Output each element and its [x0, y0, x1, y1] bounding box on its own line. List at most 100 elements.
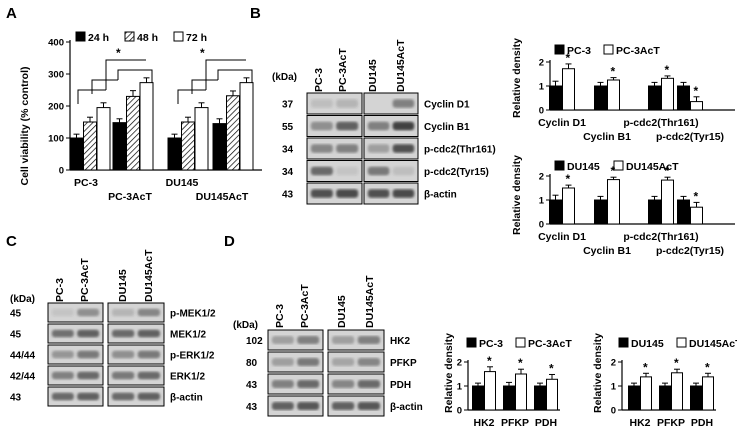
- chart-b-bottom-legend-2: DU145AcT: [626, 161, 679, 173]
- blot-band-blotB-3-0: [310, 166, 333, 176]
- mw-blotC-2: 44/44: [10, 351, 35, 362]
- D-right-ytick-label-1: 1: [611, 382, 617, 393]
- blot-strip-blotC-2-0: [47, 344, 104, 365]
- legend-swatch-24h: [75, 31, 86, 42]
- chart-b-top: Relative density PC-3 PC-3AcT 0 1 2 * * * * Cy…: [511, 38, 735, 143]
- B-bottom-bar-1-0: [562, 187, 575, 225]
- mw-blotC-4: 43: [10, 393, 22, 404]
- blot-strip-blotB-1-0: [306, 115, 363, 137]
- chart-a: Cell viability (% control) 24 h 48 h 72 …: [19, 31, 262, 203]
- chart-b-top-legend-2: PC-3AcT: [616, 45, 660, 57]
- blot-band-blotD-1-2: [331, 358, 355, 366]
- chart-b-top-legend-swatch-2: [603, 44, 614, 55]
- blot-d-lane-du145: DU145: [336, 295, 348, 328]
- blot-band-blotB-4-2: [367, 189, 390, 198]
- chart-d-right-ylabel: Relative density: [592, 333, 604, 413]
- D-left-bar-1-2: [546, 378, 558, 411]
- mw-blotD-0: 102: [246, 336, 263, 347]
- panel-label-b: B: [250, 5, 261, 22]
- D-right-ytick-label-2: 2: [611, 358, 616, 369]
- mw-blotD-3: 43: [246, 402, 258, 413]
- chart-b-bottom-legend-1: DU145: [567, 161, 600, 173]
- blot-d-lane-du145act: DU145AcT: [364, 275, 376, 328]
- blot-band-blotB-1-2: [367, 121, 390, 131]
- mw-blotC-0: 45: [10, 309, 22, 320]
- D-left-bar-0-2: [534, 385, 546, 411]
- blot-strip-blotB-3-1: [363, 160, 419, 182]
- blot-d: PC-3 PC-3AcT DU145 DU145AcT (kDa) 102 HK2…: [233, 275, 423, 417]
- chart-d-left-legend-swatch-2: [515, 337, 526, 348]
- D-right-star-0: *: [643, 360, 648, 374]
- blot-strip-blotC-0-0: [47, 302, 104, 323]
- A-bar-1-0: [83, 121, 97, 171]
- D-left-ytick-label-1: 1: [457, 382, 463, 393]
- chart-d-left-ylabel: Relative density: [443, 333, 455, 413]
- chart-a-category-pc3act: PC-3AcT: [108, 191, 152, 203]
- blot-c-kda: (kDa): [10, 294, 35, 305]
- chart-b-bottom-legend-swatch-1: [554, 160, 565, 171]
- B-top-ytick-label-2: 2: [539, 58, 544, 69]
- blot-band-blotC-0-1: [77, 308, 100, 317]
- chart-d-right-cat-pdh: PDH: [691, 417, 713, 429]
- blot-strip-blotD-0-1: [327, 329, 385, 351]
- chart-d-right-legend-swatch-1: [618, 337, 629, 348]
- chart-d-right-legend-2: DU145AcT: [689, 338, 737, 350]
- chart-d-left-cat-hk2: HK2: [473, 417, 494, 429]
- chart-b-top-cat-cyclin-d1: Cyclin D1: [538, 117, 586, 129]
- chart-a-legend: 24 h 48 h 72 h: [75, 31, 207, 44]
- B-top-bar-1-0: [562, 68, 575, 111]
- panel-label-a: A: [6, 5, 17, 22]
- blot-band-blotC-1-3: [137, 329, 161, 338]
- panel-label-d: D: [224, 233, 235, 250]
- A-bar-1-3: [226, 95, 240, 171]
- legend-swatch-48h: [124, 31, 135, 42]
- blot-band-blotC-3-3: [137, 371, 161, 380]
- B-bottom-ytick-label-0: 0: [539, 220, 544, 231]
- A-bar-2-2: [194, 107, 209, 171]
- blot-band-blotB-2-2: [367, 144, 390, 153]
- B-bottom-star-0: *: [566, 172, 571, 186]
- blot-strip-blotD-3-1: [327, 395, 385, 417]
- blot-band-blotB-1-1: [336, 121, 359, 131]
- B-top-ytick-label-1: 1: [539, 82, 545, 93]
- blot-band-blotC-4-1: [77, 392, 100, 401]
- blot-strip-blotB-4-1: [363, 182, 419, 205]
- blot-band-blotC-3-0: [51, 371, 74, 380]
- D-left-star-1: *: [518, 356, 523, 370]
- A-bar-0-3: [212, 123, 227, 171]
- mw-blotB-4: 43: [282, 190, 294, 201]
- blot-band-blotB-4-3: [392, 189, 415, 198]
- legend-swatch-72h: [173, 31, 184, 42]
- blot-band-blotB-4-0: [310, 189, 333, 198]
- blot-band-blotC-2-0: [51, 350, 74, 359]
- legend-label-72h: 72 h: [186, 32, 207, 44]
- chart-d-right-legend-1: DU145: [631, 338, 664, 350]
- blot-band-blotC-3-1: [77, 371, 100, 380]
- blot-band-blotD-3-3: [357, 402, 381, 410]
- blot-b-lane-du145act: DU145AcT: [395, 39, 407, 92]
- blot-strip-blotB-0-1: [363, 92, 419, 115]
- B-top-bar-0-2: [648, 85, 661, 111]
- A-bar-0-0: [69, 137, 84, 171]
- blot-strip-blotD-0-0: [267, 329, 324, 351]
- mw-blotB-2: 34: [282, 145, 294, 156]
- A-bar-0-1: [112, 122, 127, 171]
- A-bar-2-3: [239, 82, 254, 171]
- blot-label-blotD-1: PFKP: [390, 358, 417, 369]
- blot-d-lane-pc3act: PC-3AcT: [299, 284, 311, 328]
- chart-a-significance-brackets: [77, 59, 253, 104]
- blot-band-blotD-2-1: [297, 380, 320, 388]
- chart-d-left-cat-pfkp: PFKP: [501, 417, 529, 429]
- blot-band-blotD-0-0: [271, 336, 294, 344]
- A-ytick-label-4: 400: [48, 38, 64, 49]
- D-left-star-0: *: [487, 354, 492, 368]
- blot-c: PC-3 PC-3AcT DU145 DU145AcT (kDa) 45 p-ME…: [10, 249, 216, 407]
- blot-strip-blotB-4-0: [306, 182, 363, 205]
- mw-blotC-3: 42/44: [10, 372, 35, 383]
- blot-label-blotC-1: MEK1/2: [170, 330, 207, 341]
- blot-label-blotB-4: β-actin: [424, 190, 457, 201]
- mw-blotB-1: 55: [282, 122, 294, 133]
- A-ytick-label-2: 200: [48, 102, 64, 113]
- blot-label-blotD-0: HK2: [390, 336, 410, 347]
- D-left-star-2: *: [549, 361, 554, 375]
